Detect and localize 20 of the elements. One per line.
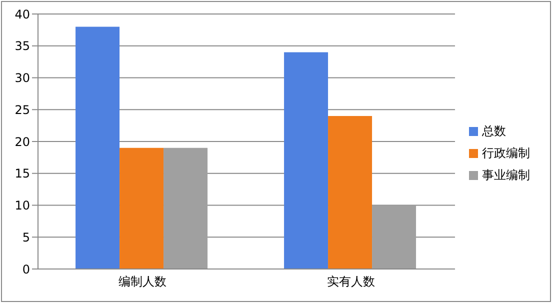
x-tick-label: 编制人数 <box>118 274 166 289</box>
bar <box>120 148 164 269</box>
bar <box>284 52 328 269</box>
y-tick-label: 35 <box>14 39 30 54</box>
y-tick-label: 30 <box>14 71 30 86</box>
x-tick-label: 实有人数 <box>326 274 375 289</box>
y-tick-label: 0 <box>22 262 30 276</box>
bar <box>328 116 372 269</box>
bar <box>76 26 120 269</box>
y-tick-label: 15 <box>14 166 30 181</box>
bar <box>372 205 416 269</box>
bar <box>164 148 208 269</box>
y-tick-label: 20 <box>14 134 30 149</box>
y-tick-label: 25 <box>14 102 30 117</box>
y-tick-label: 40 <box>14 7 30 22</box>
legend-label: 行政编制 <box>482 146 530 160</box>
legend-label: 事业编制 <box>482 168 530 182</box>
y-tick-label: 10 <box>14 198 30 213</box>
y-tick-label: 5 <box>22 230 30 244</box>
legend-label: 总数 <box>482 124 506 138</box>
